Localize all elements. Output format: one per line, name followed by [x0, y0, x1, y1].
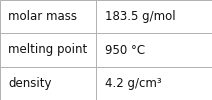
Text: density: density	[8, 77, 52, 90]
Text: 183.5 g/mol: 183.5 g/mol	[105, 10, 176, 23]
Text: melting point: melting point	[8, 44, 88, 56]
Text: molar mass: molar mass	[8, 10, 77, 23]
Text: 950 °C: 950 °C	[105, 44, 145, 56]
Text: 4.2 g/cm³: 4.2 g/cm³	[105, 77, 162, 90]
